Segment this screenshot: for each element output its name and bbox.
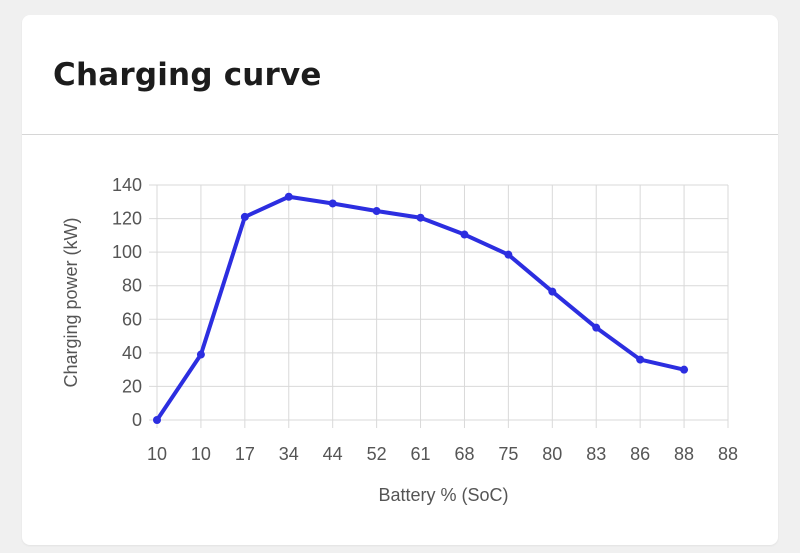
- charging-curve-chart: 0 20 40 60 80 100 120 140 10 10 17 34 44 52 61 68 75 80 8…: [61, 175, 738, 505]
- x-tick-label: 88: [718, 444, 738, 464]
- x-tick-label: 68: [454, 444, 474, 464]
- data-point: [372, 207, 381, 216]
- data-point: [416, 213, 425, 222]
- x-tick-label: 52: [367, 444, 387, 464]
- x-tick-label: 80: [542, 444, 562, 464]
- y-tick-label: 60: [122, 309, 142, 329]
- y-tick-label: 0: [132, 410, 142, 430]
- x-tick-label: 34: [279, 444, 299, 464]
- x-tick-label: 44: [323, 444, 343, 464]
- data-point: [504, 250, 513, 259]
- data-point: [153, 416, 161, 424]
- x-tick-label: 88: [674, 444, 694, 464]
- data-point: [196, 350, 205, 359]
- x-tick-label: 61: [411, 444, 431, 464]
- data-point: [240, 212, 249, 221]
- data-point: [284, 192, 293, 201]
- data-point: [328, 199, 337, 208]
- y-tick-label: 20: [122, 376, 142, 396]
- data-point: [592, 323, 601, 332]
- data-point: [460, 230, 469, 239]
- y-tick-label: 100: [112, 242, 142, 262]
- series: [153, 192, 689, 424]
- x-tick-label: 83: [586, 444, 606, 464]
- x-axis-ticks: 10 10 17 34 44 52 61 68 75 80 83 86 88 88: [147, 444, 738, 464]
- x-tick-label: 10: [191, 444, 211, 464]
- y-axis-label: Charging power (kW): [61, 217, 81, 387]
- card-title: Charging curve: [53, 56, 322, 93]
- x-tick-label: 75: [498, 444, 518, 464]
- data-point: [636, 355, 645, 364]
- x-axis-label: Battery % (SoC): [378, 485, 508, 505]
- y-tick-label: 40: [122, 343, 142, 363]
- grid: [149, 184, 729, 428]
- data-point: [680, 365, 689, 374]
- data-point: [548, 287, 557, 296]
- y-tick-label: 120: [112, 209, 142, 229]
- y-axis-ticks: 0 20 40 60 80 100 120 140: [112, 175, 142, 430]
- chart-card: Charging curve 0 20 40 60 80 100 120 140 10 10 17…: [22, 15, 778, 545]
- y-tick-label: 80: [122, 276, 142, 296]
- x-tick-label: 10: [147, 444, 167, 464]
- y-tick-label: 140: [112, 175, 142, 195]
- card-header: Charging curve: [22, 15, 778, 135]
- x-tick-label: 17: [235, 444, 255, 464]
- x-tick-label: 86: [630, 444, 650, 464]
